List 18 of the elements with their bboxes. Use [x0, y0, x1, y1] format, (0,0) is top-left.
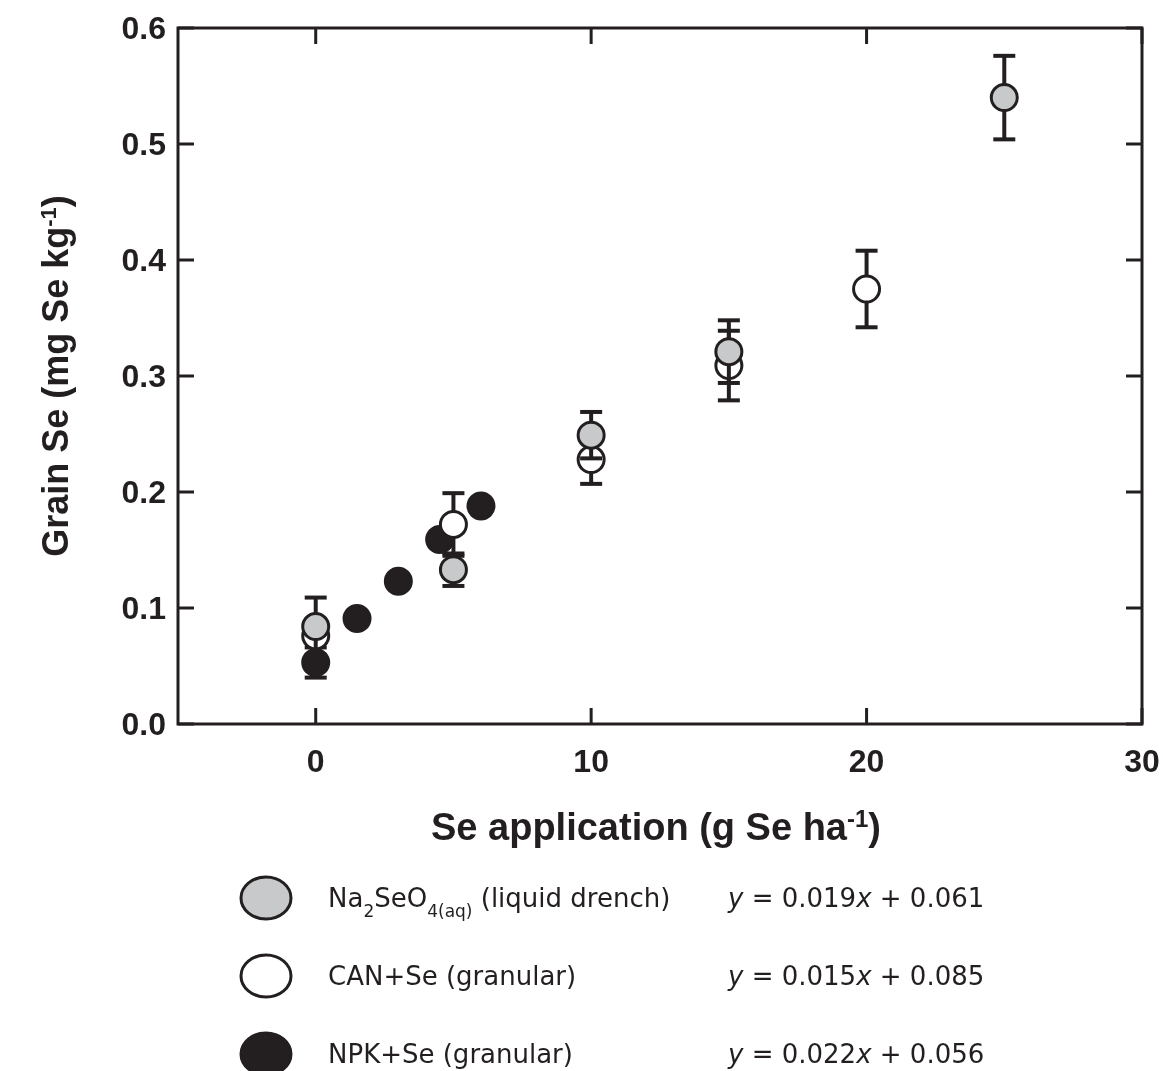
y-tick-label: 0.5 — [121, 126, 166, 162]
x-tick-label: 20 — [848, 743, 885, 779]
text: y = 0.015x + 0.085 — [727, 961, 985, 991]
text: y = 0.019x + 0.061 — [727, 883, 985, 913]
y-tick-label: 0.1 — [121, 590, 166, 626]
legend-label: CAN+Se (granular) — [328, 961, 577, 991]
x-tick-label: 0 — [306, 743, 325, 779]
legend-label: Na$_{2}$SeO$_{4(aq)}$ (liquid drench) — [328, 883, 671, 921]
y-tick-label: 0.2 — [121, 474, 166, 510]
x-axis-title: Se application (g Se ha$^{-1}$) — [431, 804, 881, 848]
y-tick-label: 0.4 — [121, 242, 167, 278]
text: y = 0.022x + 0.056 — [727, 1039, 985, 1069]
y-tick-label: 0.6 — [121, 10, 166, 46]
y-tick-label: 0.3 — [121, 358, 166, 394]
x-tick-label: 30 — [1124, 743, 1160, 779]
y-tick-label: 0.0 — [121, 706, 166, 742]
x-tick-label: 10 — [573, 743, 609, 779]
legend-label: NPK+Se (granular) — [328, 1039, 573, 1069]
